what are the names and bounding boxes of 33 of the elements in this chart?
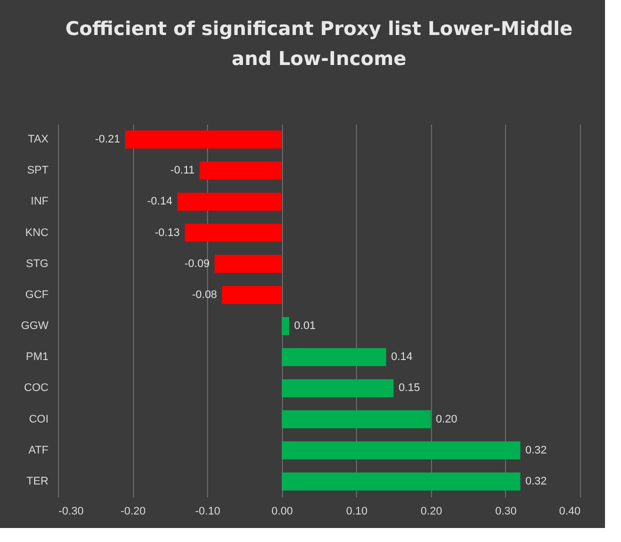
x-tick-label: 0.00: [272, 506, 293, 518]
y-tick-label: STG: [26, 258, 48, 270]
x-tick-label: 0.30: [495, 506, 517, 518]
x-tick-label: 0.20: [420, 506, 442, 518]
y-tick-label: SPT: [27, 164, 49, 177]
x-tick-label: -0.30: [58, 506, 84, 518]
data-label: 0.32: [525, 444, 547, 456]
data-label: -0.13: [154, 226, 180, 239]
data-label: 0.32: [525, 475, 547, 488]
y-tick-label: INF: [30, 196, 49, 208]
y-tick-label: PM1: [26, 351, 48, 364]
y-tick-label: GCF: [25, 288, 49, 301]
x-tick-label: -0.20: [120, 506, 146, 518]
y-tick-label: ATF: [28, 444, 49, 456]
data-label: -0.08: [192, 288, 218, 301]
data-label: -0.11: [170, 164, 195, 177]
y-tick-label: GGW: [21, 320, 50, 332]
y-tick-label: TER: [26, 475, 49, 488]
chart-title: Cofficient of significant Proxy list Lower-Middle and Low-Income: [65, 18, 573, 70]
data-label: 0.14: [391, 351, 413, 364]
data-label: 0.20: [436, 413, 458, 426]
x-tick-label: 0.10: [346, 506, 368, 518]
y-tick-label: KNC: [25, 226, 49, 239]
y-tick-label: COC: [24, 382, 49, 394]
y-tick-label: TAX: [28, 134, 50, 146]
data-label: -0.09: [184, 258, 210, 270]
data-label: 0.15: [398, 382, 420, 394]
data-label: 0.01: [294, 320, 316, 332]
x-tick-label: 0.40: [559, 506, 580, 518]
data-label: -0.21: [95, 134, 120, 146]
y-tick-label: COI: [28, 413, 48, 426]
x-tick-label: -0.10: [195, 506, 220, 518]
data-label: -0.14: [147, 196, 172, 208]
